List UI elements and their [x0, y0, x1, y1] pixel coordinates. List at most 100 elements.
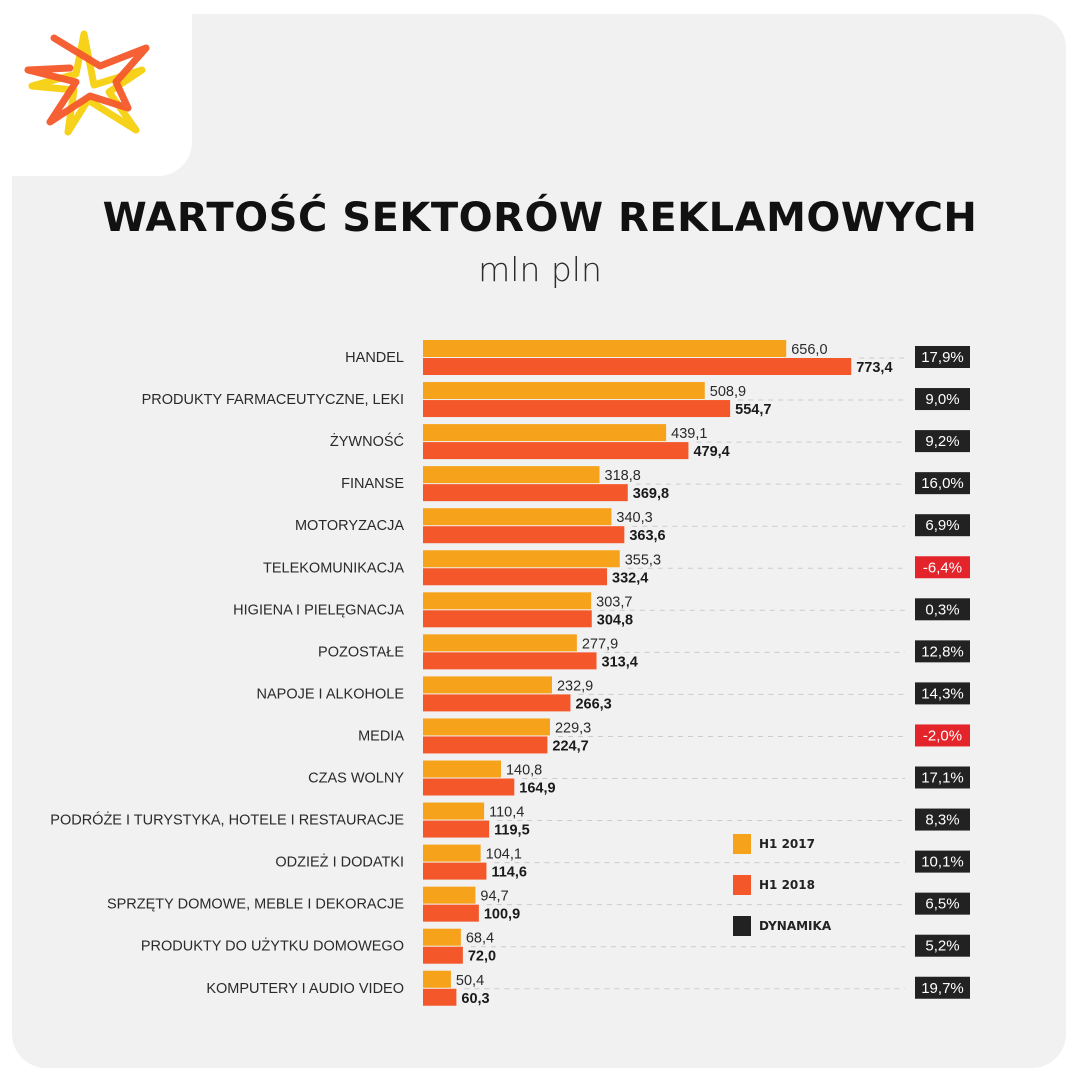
bar-h1-2018	[423, 358, 852, 375]
value-label-h1-2018: 369,8	[633, 486, 669, 502]
value-label-h1-2018: 332,4	[612, 570, 648, 586]
value-label-h1-2018: 313,4	[602, 654, 638, 670]
value-label-h1-2017: 340,3	[616, 510, 652, 526]
dynamika-label: 8,3%	[925, 812, 959, 829]
bar-h1-2017	[423, 424, 667, 442]
dynamika-box	[915, 934, 970, 957]
category-label: FINANSE	[341, 476, 404, 492]
dynamika-label: 9,0%	[925, 391, 959, 408]
value-label-h1-2018: 304,8	[597, 612, 633, 628]
bar-h1-2018	[423, 946, 463, 964]
category-label: ŻYWNOŚĆ	[330, 432, 404, 450]
bar-h1-2018	[423, 694, 571, 712]
bar-h1-2017	[423, 760, 501, 778]
value-label-h1-2018: 773,4	[856, 360, 892, 376]
value-label-h1-2018: 479,4	[693, 444, 729, 460]
chart-title: WARTOŚĆ SEKTORÓW REKLAMOWYCH	[102, 195, 978, 241]
dynamika-box	[915, 892, 970, 915]
dynamika-label: 10,1%	[921, 854, 964, 871]
legend-item-h1-2017: H1 2017	[733, 834, 873, 856]
bar-h1-2018	[423, 862, 487, 880]
bar-h1-2017	[423, 634, 577, 652]
logo-area	[12, 14, 192, 176]
value-label-h1-2018: 554,7	[735, 402, 771, 418]
dynamika-label: 17,1%	[921, 770, 964, 787]
value-label-h1-2017: 303,7	[596, 594, 632, 610]
dynamika-box	[915, 556, 970, 579]
dynamika-box	[915, 850, 970, 873]
dynamika-box	[915, 808, 970, 831]
category-label: KOMPUTERY I AUDIO VIDEO	[206, 981, 404, 997]
legend-label-h1-2017: H1 2017	[759, 837, 815, 851]
bar-h1-2018	[423, 778, 515, 796]
value-label-h1-2018: 100,9	[484, 907, 520, 923]
value-label-h1-2017: 68,4	[466, 931, 494, 947]
value-label-h1-2017: 110,4	[489, 805, 524, 821]
dynamika-label: -6,4%	[923, 559, 962, 576]
bar-h1-2017	[423, 718, 550, 736]
category-label: PODRÓŻE I TURYSTYKA, HOTELE I RESTAURACJ…	[50, 811, 404, 829]
legend-label-dynamika: DYNAMIKA	[759, 919, 832, 933]
value-label-h1-2017: 50,4	[456, 973, 484, 989]
category-label: CZAS WOLNY	[308, 771, 404, 787]
value-label-h1-2018: 119,5	[494, 823, 529, 839]
bar-h1-2017	[423, 550, 620, 568]
dynamika-box	[915, 724, 970, 747]
value-label-h1-2017: 355,3	[625, 552, 661, 568]
dynamika-box	[915, 346, 970, 368]
dynamika-box	[915, 640, 970, 663]
value-label-h1-2018: 363,6	[629, 528, 665, 544]
bar-h1-2018	[423, 526, 625, 544]
category-label: NAPOJE I ALKOHOLE	[257, 686, 405, 702]
bar-h1-2018	[423, 484, 628, 502]
category-label: MEDIA	[358, 728, 404, 744]
value-label-h1-2017: 318,8	[605, 468, 641, 484]
dynamika-box	[915, 430, 970, 453]
value-label-h1-2017: 508,9	[710, 384, 746, 400]
category-label: POZOSTAŁE	[318, 644, 404, 660]
legend-label-h1-2018: H1 2018	[759, 878, 815, 892]
bar-h1-2018	[423, 568, 608, 586]
category-label: ODZIEŻ I DODATKI	[275, 853, 404, 871]
category-label: HANDEL	[345, 350, 404, 366]
value-label-h1-2018: 224,7	[552, 738, 588, 754]
dynamika-label: 19,7%	[921, 980, 964, 997]
value-label-h1-2018: 72,0	[468, 949, 496, 965]
value-label-h1-2017: 277,9	[582, 636, 618, 652]
legend-swatch-h1-2018	[733, 875, 751, 895]
bar-h1-2017	[423, 970, 451, 988]
category-label: MOTORYZACJA	[295, 518, 404, 534]
dynamika-label: 12,8%	[921, 643, 964, 660]
category-label: PRODUKTY FARMACEUTYCZNE, LEKI	[142, 392, 404, 408]
dynamika-box	[915, 598, 970, 621]
value-label-h1-2018: 114,6	[491, 865, 526, 881]
value-label-h1-2017: 656,0	[791, 342, 827, 358]
chart-subtitle: mln pln	[478, 250, 602, 289]
value-label-h1-2018: 60,3	[461, 991, 489, 1007]
legend-item-dynamika: DYNAMIKA	[733, 916, 873, 938]
legend-swatch-dynamika	[733, 916, 751, 936]
dynamika-box	[915, 976, 970, 999]
category-label: PRODUKTY DO UŻYTKU DOMOWEGO	[141, 937, 404, 955]
bar-h1-2018	[423, 904, 479, 922]
bar-h1-2017	[423, 886, 476, 904]
bar-h1-2017	[423, 676, 552, 694]
value-label-h1-2017: 439,1	[671, 426, 707, 442]
bar-h1-2018	[423, 988, 457, 1006]
dynamika-box	[915, 514, 970, 537]
value-label-h1-2018: 266,3	[575, 696, 611, 712]
dynamika-box	[915, 682, 970, 705]
legend-item-h1-2018: H1 2018	[733, 875, 873, 897]
dynamika-box	[915, 472, 970, 495]
bar-h1-2017	[423, 508, 612, 526]
value-label-h1-2017: 140,8	[506, 763, 542, 779]
dynamika-label: 0,3%	[925, 601, 959, 618]
value-label-h1-2017: 94,7	[480, 889, 508, 905]
bar-h1-2018	[423, 610, 592, 628]
dynamika-label: 17,9%	[921, 349, 964, 366]
bar-h1-2018	[423, 442, 689, 460]
bar-h1-2017	[423, 340, 787, 357]
value-label-h1-2017: 229,3	[555, 720, 591, 736]
bar-h1-2017	[423, 844, 481, 862]
